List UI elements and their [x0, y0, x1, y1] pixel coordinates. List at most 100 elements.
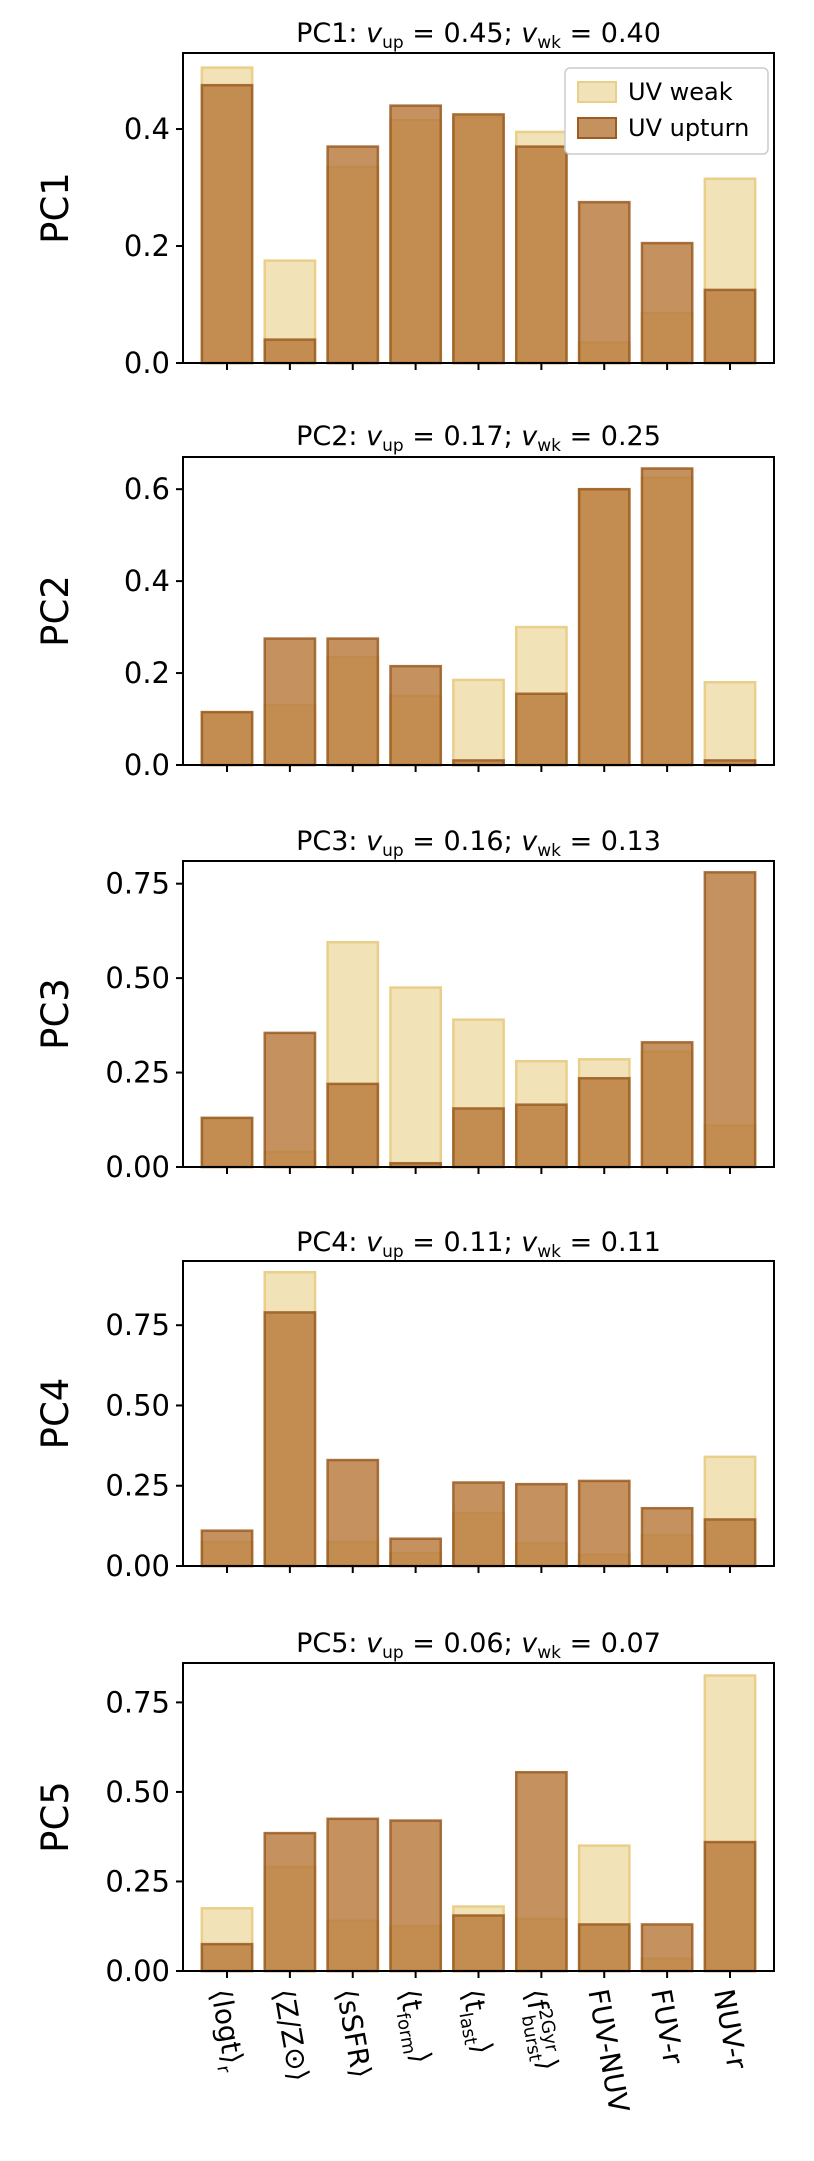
- legend-swatch-uv-upturn: [577, 117, 617, 139]
- x-tick-label-main: FUV-NUV: [581, 1986, 635, 2115]
- legend-label-uv-weak: UV weak: [628, 78, 733, 106]
- bar-uv-upturn: [514, 1482, 568, 1568]
- y-tick-label: 0.4: [124, 564, 170, 598]
- chart-title: PC2: vup = 0.17; vwk = 0.25: [296, 421, 661, 456]
- bar-uv-upturn: [263, 338, 317, 365]
- bar-uv-upturn: [200, 83, 254, 365]
- bar-uv-upturn: [200, 1116, 254, 1169]
- v-symbol: v: [521, 1227, 538, 1258]
- bar-uv-upturn: [640, 1923, 694, 1973]
- bar-uv-upturn: [514, 1770, 568, 1973]
- y-tick-label: 0.75: [105, 1308, 170, 1342]
- chart-title-label: PC5:: [296, 1628, 357, 1659]
- y-tick-label: 0.25: [105, 1469, 170, 1503]
- bar-uv-upturn: [389, 1819, 443, 1973]
- v-symbol: v: [366, 421, 383, 452]
- chart-title-label: PC2:: [296, 421, 357, 452]
- chart-title: PC5: vup = 0.06; vwk = 0.07: [296, 1628, 661, 1663]
- y-tick-label: 0.75: [105, 867, 170, 901]
- bar-uv-upturn: [640, 467, 694, 767]
- y-axis-label: PC2: [34, 575, 77, 647]
- v-up-value: 0.17: [443, 421, 503, 452]
- v-wk-value: 0.13: [601, 826, 661, 857]
- x-tick-label-main: ⟨t: [393, 1986, 429, 2013]
- x-tick-label: ⟨Z/Z⊙⟩: [267, 1986, 316, 2083]
- y-tick-label: 0.0: [124, 748, 170, 782]
- x-tick-label-main: ⟨t: [456, 1986, 492, 2013]
- y-axis-label: PC1: [34, 172, 77, 244]
- y-axis-label: PC5: [34, 1781, 77, 1853]
- bar-uv-upturn: [577, 487, 631, 767]
- y-tick-label: 0.50: [105, 1775, 170, 1809]
- bar-uv-upturn: [389, 1537, 443, 1568]
- v-wk-value: 0.11: [601, 1227, 661, 1258]
- y-tick-label: 0.2: [124, 656, 170, 690]
- bar-uv-upturn: [200, 710, 254, 767]
- v-symbol: v: [366, 1227, 383, 1258]
- bar-uv-upturn: [703, 1840, 757, 1973]
- panel-pc5: PC5: vup = 0.06; vwk = 0.07 0.00 0.25 0.50 0…: [34, 1628, 775, 2115]
- y-axis-label: PC3: [34, 978, 77, 1050]
- v-symbol: v: [366, 1628, 383, 1659]
- legend-swatch-uv-weak: [577, 81, 617, 103]
- x-tick-label: ⟨tform⟩: [388, 1986, 438, 2066]
- y-tick-label: 0.25: [105, 1864, 170, 1898]
- subscript: wk: [537, 436, 561, 456]
- v-symbol: v: [521, 18, 538, 49]
- v-symbol: v: [521, 421, 538, 452]
- bar-uv-upturn: [640, 1041, 694, 1169]
- x-tick-label: ⟨tlast⟩: [451, 1986, 500, 2057]
- chart-title: PC4: vup = 0.11; vwk = 0.11: [296, 1227, 661, 1262]
- chart-title-label: PC1:: [296, 18, 357, 49]
- bar-uv-upturn: [326, 145, 380, 365]
- legend: UV weak UV upturn: [564, 67, 769, 155]
- y-axis-label: PC4: [34, 1378, 77, 1450]
- x-tick-label-main: ⟨Z/Z⊙⟩: [267, 1986, 316, 2083]
- subscript: wk: [537, 1242, 561, 1262]
- bar-uv-upturn: [577, 1923, 631, 1973]
- y-tick-label: 0.00: [105, 1150, 170, 1184]
- x-tick-label: FUV-NUV: [581, 1986, 635, 2115]
- y-tick-label: 0.4: [124, 112, 170, 146]
- bar-uv-upturn: [577, 1479, 631, 1568]
- x-tick-label-sub: form: [392, 2011, 420, 2056]
- bar-uv-upturn: [452, 1914, 505, 1973]
- x-tick-label: ⟨sSFR⟩: [330, 1986, 378, 2080]
- v-up-value: 0.45: [443, 18, 503, 49]
- bar-uv-weak: [703, 681, 757, 767]
- bar-uv-upturn: [263, 1311, 317, 1568]
- bar-uv-upturn: [326, 1458, 380, 1568]
- bar-uv-upturn: [514, 145, 568, 365]
- x-tick-label-main: ⟨logt⟩: [204, 1986, 250, 2066]
- v-wk-value: 0.25: [601, 421, 661, 452]
- bar-uv-upturn: [514, 1103, 568, 1169]
- v-symbol: v: [521, 826, 538, 857]
- bar-uv-upturn: [200, 1529, 254, 1568]
- bar-uv-upturn: [389, 664, 443, 767]
- bar-uv-upturn: [577, 1076, 631, 1169]
- bar-uv-upturn: [326, 637, 380, 767]
- bar-uv-upturn: [389, 104, 443, 365]
- x-tick-label-sub: last: [454, 2011, 480, 2047]
- y-tick-label: 0.00: [105, 1954, 170, 1988]
- panel-pc3: PC3: vup = 0.16; vwk = 0.13 0.00 0.25 0.50 0…: [34, 826, 775, 1184]
- y-tick-label: 0.6: [124, 472, 170, 506]
- v-symbol: v: [366, 826, 383, 857]
- subscript: up: [382, 1643, 404, 1663]
- bar-uv-upturn: [703, 288, 757, 365]
- x-tick-label-main: ⟨sSFR⟩: [330, 1986, 378, 2080]
- legend-label-uv-upturn: UV upturn: [628, 114, 749, 142]
- x-tick-label-main: FUV-r: [644, 1986, 690, 2067]
- bar-uv-upturn: [452, 1481, 505, 1568]
- y-tick-label: 0.75: [105, 1685, 170, 1719]
- bar-uv-upturn: [326, 1817, 380, 1973]
- subscript: up: [382, 33, 404, 53]
- bar-uv-upturn: [640, 241, 694, 365]
- bar-uv-upturn: [263, 1831, 317, 1973]
- bar-uv-upturn: [703, 1518, 757, 1568]
- bar-uv-upturn: [577, 200, 631, 365]
- bar-uv-upturn: [452, 1107, 505, 1169]
- bar-uv-upturn: [263, 637, 317, 767]
- chart-title: PC1: vup = 0.45; vwk = 0.40: [296, 18, 661, 53]
